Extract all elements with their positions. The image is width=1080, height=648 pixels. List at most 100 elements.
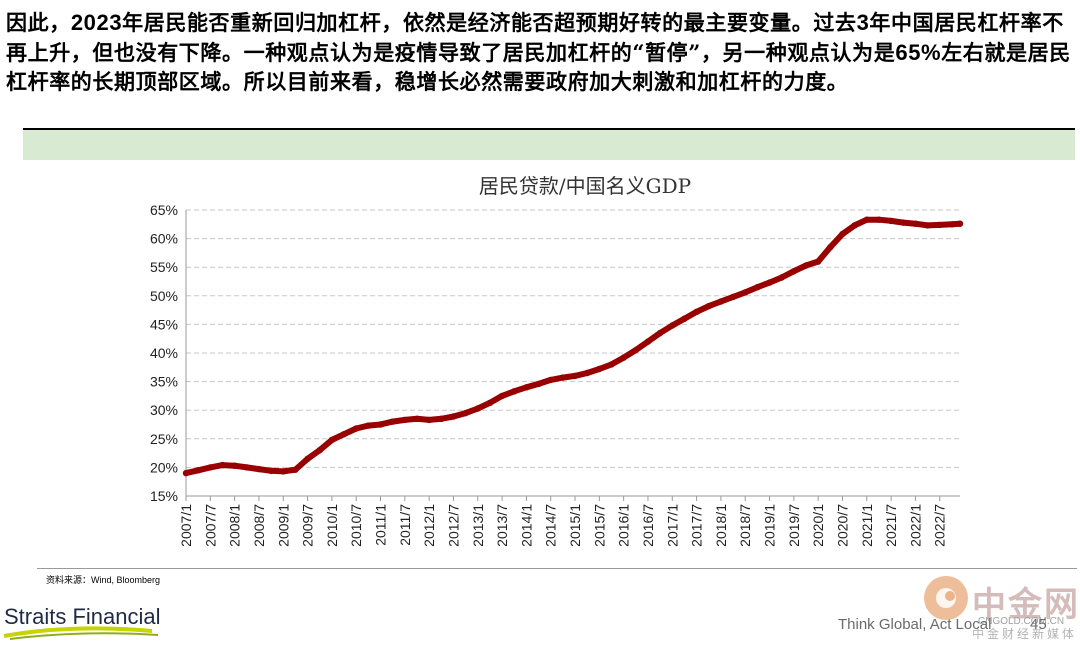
series-point: [571, 372, 579, 380]
series-point: [328, 436, 336, 444]
series-point: [827, 244, 834, 251]
commentary-text-4: 左右就是居民杠杆率的长期顶部区域。所以目前来看，稳增长必然需要政府加大刺激和加杠…: [6, 39, 1071, 95]
source-divider: [37, 568, 1077, 569]
series-point: [956, 220, 964, 227]
watermark-logo-icon: [924, 576, 968, 620]
series-point: [887, 217, 895, 225]
x-tick-label: 2007/7: [202, 504, 218, 547]
series-point: [353, 425, 360, 432]
series-point: [778, 274, 785, 281]
watermark-name: 中金网: [972, 585, 1080, 625]
series-point: [219, 461, 226, 469]
series-point: [693, 308, 700, 315]
series-point: [486, 399, 494, 406]
series-point: [644, 338, 652, 345]
commentary-text-2: 年居民能否重新回归加杠杆，依然是经济能否超预期好转的最主要变量。过去: [122, 10, 857, 35]
series-point: [547, 376, 554, 384]
series-point: [243, 464, 250, 471]
x-tick-label: 2020/7: [834, 504, 850, 547]
y-tick-label: 60%: [150, 231, 178, 247]
divider-line: [23, 128, 1075, 130]
series-point: [413, 415, 421, 422]
commentary-number-2023: 2023: [70, 10, 123, 35]
series-point: [474, 405, 481, 412]
commentary-text-1: 因此，: [6, 10, 71, 35]
y-tick-label: 15%: [150, 488, 178, 504]
watermark-subtitle: 中金财经新媒体: [972, 627, 1078, 641]
x-tick-label: 2007/1: [178, 504, 194, 547]
series-point: [705, 302, 712, 310]
x-tick-label: 2019/1: [762, 504, 778, 547]
x-tick-label: 2009/7: [300, 504, 316, 547]
x-tick-label: 2012/7: [445, 504, 461, 547]
x-tick-label: 2010/1: [324, 504, 340, 547]
series-point: [255, 465, 263, 473]
series-point: [717, 298, 725, 305]
series-point: [620, 354, 627, 361]
series-layer: [182, 216, 964, 477]
gridlines: [186, 209, 960, 468]
series-point: [511, 388, 518, 395]
series-point: [742, 289, 749, 296]
series-point: [656, 329, 664, 337]
chart-title: 居民贷款/中国名义GDP: [479, 174, 691, 198]
series-point: [523, 384, 530, 391]
commentary-number-3: 3: [856, 10, 870, 35]
x-tick-label: 2016/1: [616, 504, 632, 547]
commentary-paragraph: 因此，2023年居民能否重新回归加杠杆，依然是经济能否超预期好转的最主要变量。过…: [6, 8, 1076, 97]
y-tick-label: 35%: [150, 374, 178, 390]
series-point: [195, 467, 202, 474]
series-point: [304, 455, 311, 462]
series-point: [815, 258, 822, 265]
brand-swoosh-icon: [3, 626, 159, 640]
series-point: [851, 222, 858, 229]
commentary-text-3: 年中国居民杠杆率不再上升，但也没有下降。一种观点认为是疫情导致了居民加杠杆的“暂…: [6, 10, 1064, 65]
x-tick-label: 2022/1: [907, 504, 923, 547]
x-tick-label: 2014/7: [543, 504, 559, 547]
series-point: [669, 322, 676, 329]
series-point: [462, 409, 469, 417]
series-point: [450, 413, 457, 420]
series-point: [608, 361, 615, 368]
watermark-url: CNGOLD.COM.CN: [978, 616, 1065, 627]
series-point: [802, 262, 810, 269]
series-point: [875, 216, 883, 223]
x-tick-label: 2015/7: [591, 504, 607, 547]
series-point: [912, 220, 919, 227]
series-point: [790, 268, 798, 275]
page-number: 45: [1030, 616, 1047, 633]
series-point: [596, 365, 603, 373]
x-tick-label: 2018/1: [713, 504, 729, 547]
y-tick-label: 55%: [150, 259, 178, 275]
series-point: [632, 346, 639, 354]
series-point: [365, 422, 372, 429]
y-tick-label: 45%: [150, 316, 178, 332]
series-point: [936, 221, 943, 229]
y-tick-label: 40%: [150, 345, 178, 361]
x-tick-label: 2011/7: [397, 504, 413, 546]
x-tick-label: 2017/1: [664, 504, 680, 547]
y-tick-labels: 15% 20% 25% 30% 35% 40% 45% 50% 55% 60% 65%: [150, 202, 178, 504]
y-tick-label: 25%: [150, 431, 178, 447]
series-point: [425, 416, 433, 424]
x-tick-label: 2011/1: [373, 504, 389, 546]
x-tick-label: 2010/7: [348, 504, 364, 547]
x-tick-label: 2022/7: [932, 504, 948, 547]
series-point: [389, 418, 396, 425]
series-point: [839, 230, 846, 238]
series-point: [900, 219, 907, 226]
series-point: [584, 369, 591, 377]
x-tick-label: 2020/1: [810, 504, 826, 547]
series-point: [182, 469, 190, 477]
y-tick-label: 20%: [150, 459, 178, 475]
footer-tagline: Think Global, Act Local: [838, 616, 992, 633]
series-point: [766, 279, 773, 286]
series-point: [401, 416, 408, 424]
series-point: [280, 468, 287, 475]
series-point: [681, 315, 688, 322]
series-point: [340, 431, 348, 438]
series-point: [207, 464, 214, 471]
x-tick-label: 2013/7: [494, 504, 510, 547]
x-tick-label: 2013/1: [470, 504, 486, 547]
x-tick-label: 2008/1: [227, 504, 243, 547]
